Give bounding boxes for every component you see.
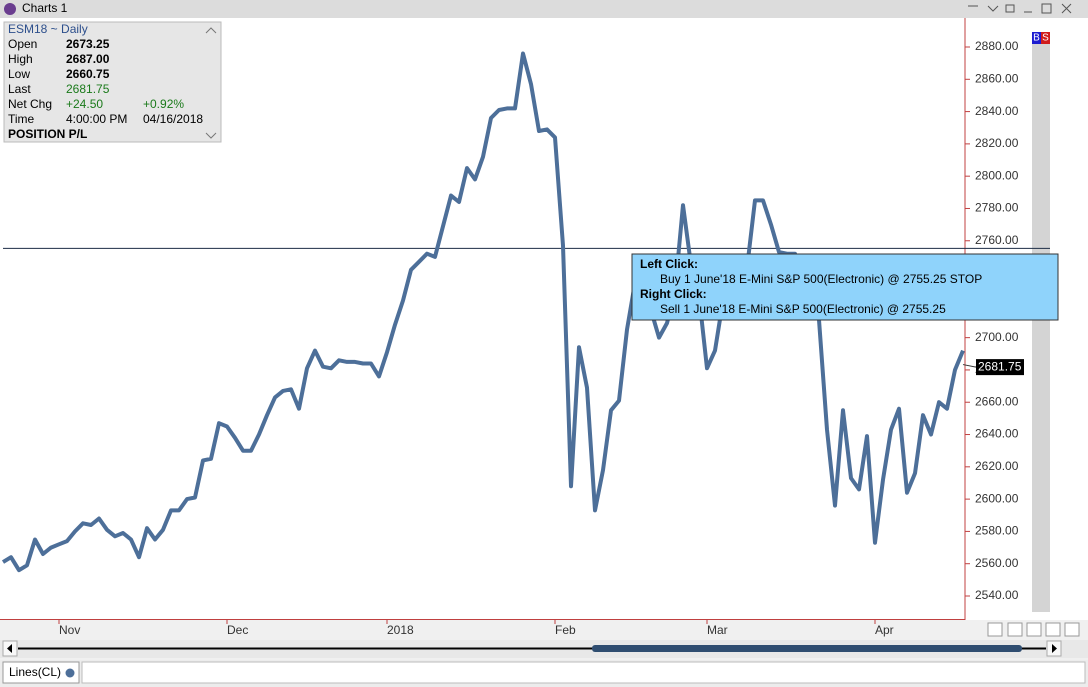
tab-icon [65,668,75,678]
x-tick-label: Nov [59,623,80,637]
row-value: +0.92% [143,97,184,111]
y-tick-label: 2840.00 [975,104,1019,118]
row-value: 4:00:00 PM [66,112,127,126]
row-label: Time [8,112,35,126]
footer: POSITION P/L [8,127,87,141]
x-tick-label: Feb [555,623,576,637]
x-tick-label: Apr [875,623,894,637]
chart-toolbar[interactable] [987,622,1080,637]
y-tick-label: 2880.00 [975,39,1019,53]
row-label: High [8,52,33,66]
status-field [81,661,1086,684]
scroll-left-arrow [7,644,12,653]
row-value: +24.50 [66,97,103,111]
row-label: Open [8,37,37,51]
title-bar [0,0,1088,18]
y-tick-label: 2780.00 [975,201,1019,215]
row-label: Last [8,82,31,96]
window-title: Charts 1 [22,1,68,15]
x-tick-label: 2018 [387,623,414,637]
quote-panel: ESM18 ~ Daily Open 2673.25 High 2687.00 … [3,21,222,143]
x-tick-label: Dec [227,623,248,637]
tab-label[interactable]: Lines(CL) [9,665,61,679]
y-tick-label: 2600.00 [975,491,1019,505]
scroll-thumb[interactable] [592,645,1022,652]
tooltip-line: Buy 1 June'18 E-Mini S&P 500(Electronic)… [660,272,982,286]
row-value: 2681.75 [66,82,110,96]
y-tick-label: 2540.00 [975,588,1019,602]
symbol: ESM18 ~ Daily [8,22,88,36]
y-tick-label: 2620.00 [975,459,1019,473]
last-price-label: 2681.75 [978,359,1022,373]
y-tick-label: 2640.00 [975,427,1019,441]
y-tick-label: 2580.00 [975,524,1019,538]
row-label: Low [8,67,30,81]
y-tick-label: 2560.00 [975,556,1019,570]
sell-button[interactable] [1041,32,1050,44]
sell-label[interactable]: S [1042,33,1049,44]
y-tick-label: 2700.00 [975,330,1019,344]
buy-button[interactable] [1032,32,1041,44]
y-tick-label: 2760.00 [975,233,1019,247]
tooltip-line: Sell 1 June'18 E-Mini S&P 500(Electronic… [660,302,946,316]
y-tick-label: 2800.00 [975,168,1019,182]
right-strip [1032,32,1050,612]
last-connector [962,364,977,368]
y-tick-label: 2660.00 [975,394,1019,408]
tooltip-line: Right Click: [640,287,707,301]
y-tick-label: 2820.00 [975,136,1019,150]
row-label: Net Chg [8,97,52,111]
row-value: 04/16/2018 [143,112,203,126]
tooltip-line: Left Click: [640,257,698,271]
y-tick-label: 2860.00 [975,71,1019,85]
last-price-box [976,359,1024,376]
x-tick-label: Mar [707,623,728,637]
tab[interactable] [2,661,80,684]
window-controls[interactable] [968,3,1072,14]
row-value: 2687.00 [66,52,110,66]
app-icon [4,3,16,15]
row-value: 2660.75 [66,67,110,81]
tooltip: Left Click: Buy 1 June'18 E-Mini S&P 500… [631,253,1059,321]
buy-label[interactable]: B [1033,33,1040,44]
scroll-right-arrow [1052,644,1057,653]
row-value: 2673.25 [66,37,110,51]
